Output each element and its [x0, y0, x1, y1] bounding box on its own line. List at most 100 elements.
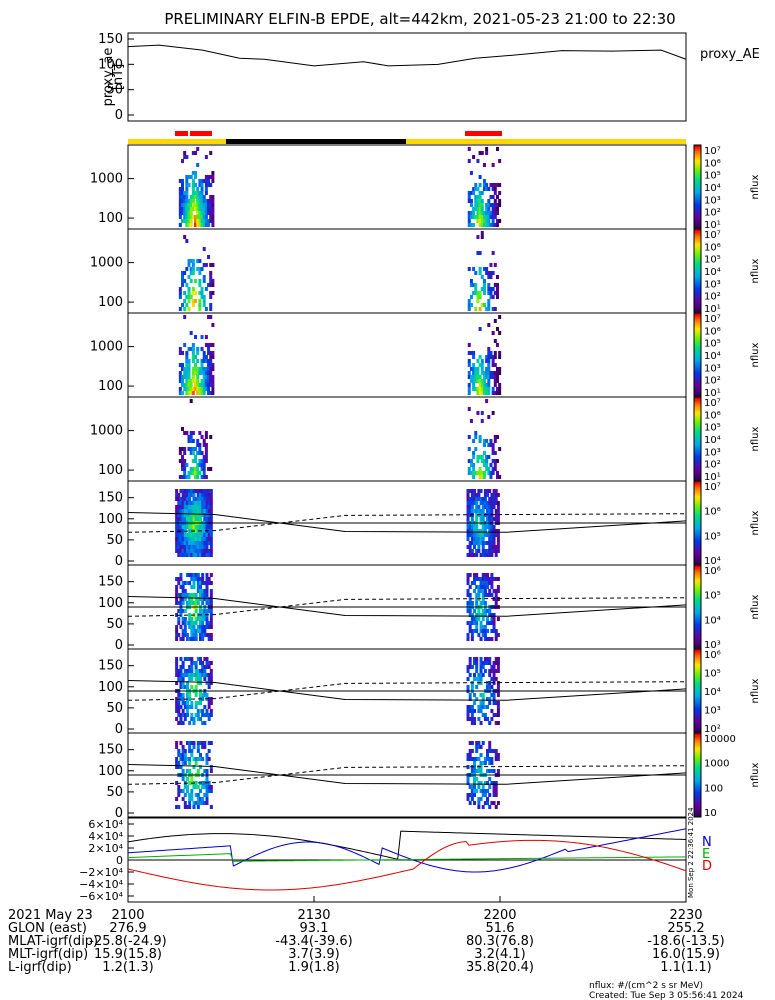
spectrogram-cell: [485, 271, 489, 275]
spectrogram-cell: [192, 625, 196, 629]
spectrogram-cell: [175, 505, 179, 509]
spectrogram-cell: [191, 183, 195, 187]
spectrogram-cell: [192, 661, 196, 665]
spectrogram-cell: [179, 545, 183, 549]
spectrogram-cell: [487, 347, 491, 351]
spectrogram-cell: [201, 757, 205, 761]
spectrogram-cell: [198, 223, 202, 227]
colorbar-segment: [694, 539, 701, 543]
spectrogram-cell: [483, 669, 487, 673]
spectrogram-cell: [486, 617, 490, 621]
spectrogram-cell: [175, 797, 179, 801]
spectrogram-cell: [175, 537, 179, 541]
spectrogram-cell: [179, 757, 183, 761]
spectrogram-cell: [466, 793, 470, 797]
spectrogram-cell: [185, 493, 189, 497]
colorbar-segment: [694, 621, 701, 625]
spectrogram-cell: [189, 203, 193, 207]
spectrogram-cell: [190, 513, 194, 517]
spectrogram-cell: [185, 383, 189, 387]
spectrogram-cell: [489, 439, 493, 443]
spectrogram-cell: [476, 367, 480, 371]
spectrogram-cell: [472, 439, 476, 443]
spectrogram-cell: [192, 785, 196, 789]
colorbar-tick-label: 10: [704, 808, 717, 819]
spectrogram-cell: [475, 601, 479, 605]
colorbar-segment: [694, 560, 701, 564]
spectrogram-cell: [201, 505, 205, 509]
spectrogram-cell: [183, 493, 187, 497]
colorbar-segment: [694, 445, 701, 448]
spectrogram-cell: [177, 765, 181, 769]
loss-cone-line: [127, 763, 687, 785]
spectrogram-cell: [489, 291, 493, 295]
spectrogram-cell: [205, 789, 209, 793]
spectrogram-cell: [187, 435, 191, 439]
colorbar-segment: [694, 420, 701, 423]
colorbar-segment: [694, 464, 701, 467]
spectrogram-cell: [181, 685, 185, 689]
spectrogram-cell: [485, 187, 489, 191]
spectrogram-cell: [477, 505, 481, 509]
spectrogram-cell: [472, 367, 476, 371]
spectrogram-cell: [190, 501, 194, 505]
colorbar-segment: [694, 384, 701, 387]
spectrogram-cell: [178, 179, 182, 183]
spectrogram-cell: [196, 785, 200, 789]
colorbar-segment: [694, 800, 701, 803]
spectrogram-cell: [179, 677, 183, 681]
spectrogram-cell: [196, 581, 200, 585]
spectrogram-cell: [495, 367, 499, 371]
colorbar-segment: [694, 466, 701, 469]
spectrogram-cell: [189, 259, 193, 263]
colorbar-segment: [694, 554, 701, 558]
spectrogram-cell: [175, 701, 179, 705]
spectrogram-cell: [191, 467, 195, 471]
spectrogram-cell: [194, 219, 198, 223]
spectrogram-cell: [185, 283, 189, 287]
spectrogram-cell: [492, 661, 496, 665]
spectrogram-cell: [181, 525, 185, 529]
spectrogram-cell: [485, 387, 489, 391]
spectrogram-cell: [468, 601, 472, 605]
colorbar-segment: [694, 514, 701, 518]
spectrogram-cell: [203, 713, 207, 717]
colorbar-segment: [694, 634, 701, 637]
spectrogram-cell: [188, 517, 192, 521]
spectrogram-cell: [488, 721, 492, 725]
colorbar-segment: [694, 722, 701, 726]
spectrogram-cell: [498, 367, 502, 371]
spectrogram-cell: [483, 793, 487, 797]
spectrogram-cell: [480, 391, 484, 395]
spectrogram-cell: [486, 717, 490, 721]
colorbar-segment: [694, 678, 701, 681]
spectrogram-cell: [196, 745, 200, 749]
spectrogram-cell: [183, 537, 187, 541]
spectrogram-cell: [478, 195, 482, 199]
spectrogram-cell: [187, 375, 191, 379]
spectrogram-cell: [185, 375, 189, 379]
spectrogram-cell: [191, 439, 195, 443]
spectrogram-cell: [181, 199, 185, 203]
colorbar-segment: [694, 313, 701, 316]
spectrogram-cell: [478, 191, 482, 195]
spectrogram-cell: [198, 371, 202, 375]
spectrogram-cell: [189, 267, 193, 271]
spectrogram-cell: [191, 451, 195, 455]
spectrogram-cell: [474, 287, 478, 291]
spectrogram-cell: [203, 589, 207, 593]
colorbar-segment: [694, 569, 701, 572]
colorbar-tick-label: 10⁴: [704, 615, 721, 626]
spectrogram-cell: [475, 525, 479, 529]
spectrogram-cell: [181, 749, 185, 753]
spectrogram-cell: [202, 303, 206, 307]
spectrogram-cell: [207, 179, 211, 183]
spectrogram-cell: [473, 657, 477, 661]
spectrogram-cell: [494, 749, 498, 753]
spectrogram-cell: [187, 183, 191, 187]
spectrogram-cell: [492, 525, 496, 529]
spectrogram-cell: [209, 275, 213, 279]
spectrogram-cell: [207, 549, 211, 553]
spectrogram-cell: [473, 789, 477, 793]
spectrogram-cell: [492, 629, 496, 633]
